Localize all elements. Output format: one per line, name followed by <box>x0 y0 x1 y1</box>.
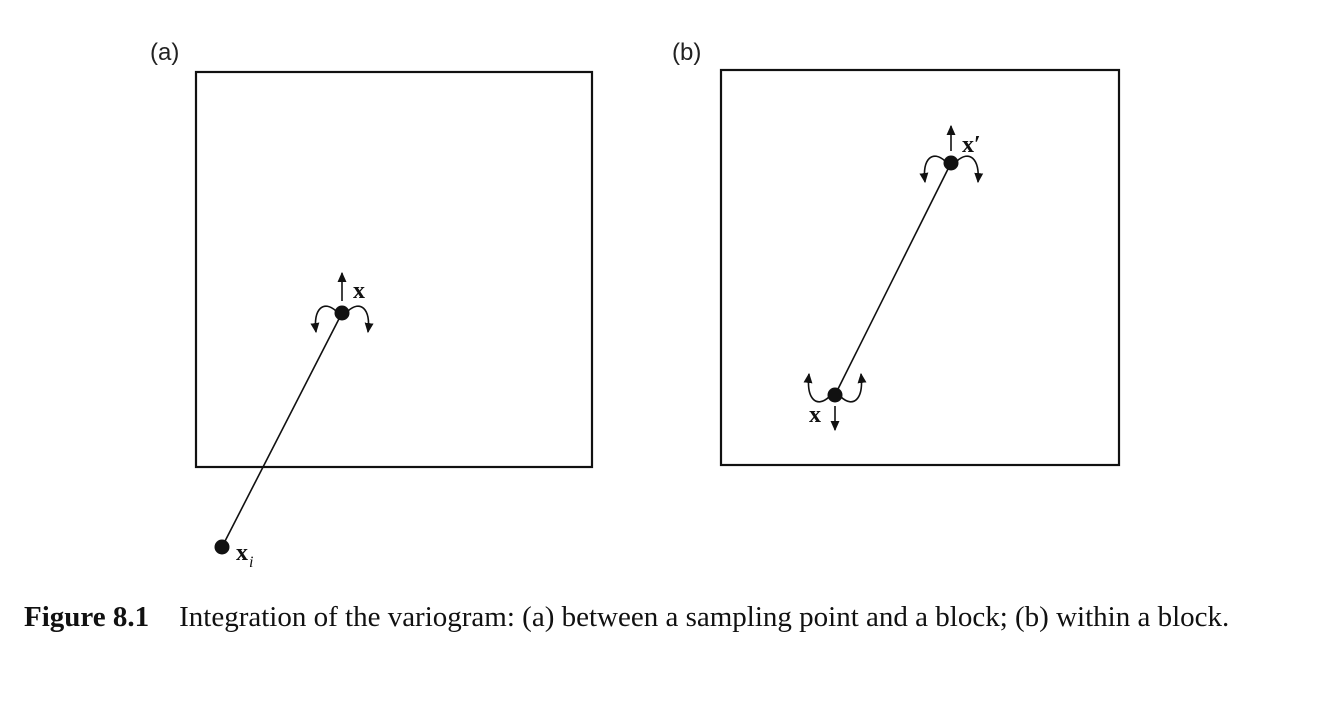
panel-b-label: (b) <box>672 39 701 66</box>
panel-b-upper-right-curve-arrow <box>956 155 984 184</box>
panel-a: (a) x xi <box>150 39 594 571</box>
panel-b-upper-left-curve-arrow <box>919 155 946 184</box>
panel-b-point-x-prime <box>943 155 959 171</box>
panel-b-lower-left-curve-arrow <box>803 372 830 403</box>
figure-caption: Figure 8.1 Integration of the variogram: … <box>24 598 1304 636</box>
panel-b-point-x <box>827 387 843 403</box>
figure-number: Figure 8.1 <box>24 601 150 633</box>
panel-a-block <box>194 70 594 469</box>
panel-b-block <box>719 68 1121 467</box>
panel-a-left-curve-arrow <box>310 305 337 334</box>
panel-b-label-x: x <box>809 402 821 428</box>
panel-a-right-curve-arrow <box>347 305 374 334</box>
panel-a-label-x: x <box>353 278 365 304</box>
panel-a-link-line <box>221 312 343 548</box>
panel-b: (b) x′ x <box>672 39 1121 467</box>
caption-text: Integration of the variogram: (a) betwee… <box>179 601 1230 633</box>
panel-a-label-xi: xi <box>236 540 253 571</box>
panel-a-point-xi <box>214 539 230 555</box>
panel-a-label: (a) <box>150 39 179 66</box>
panel-b-link-line <box>834 162 952 396</box>
variogram-integration-figure: (a) x xi (b) x′ x <box>150 39 1121 571</box>
panel-a-point-x <box>334 305 350 321</box>
panel-b-lower-right-curve-arrow <box>840 372 867 403</box>
panel-b-label-x-prime: x′ <box>962 132 981 158</box>
